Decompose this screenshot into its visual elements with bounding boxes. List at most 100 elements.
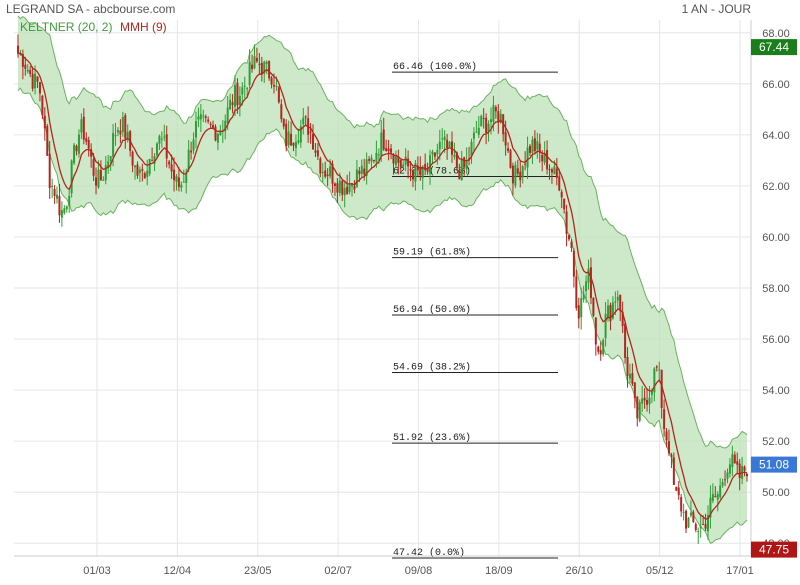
candle-body	[216, 133, 219, 143]
candle-body	[287, 131, 290, 146]
candle-body	[377, 154, 380, 156]
candle-body	[443, 136, 446, 141]
candle-body	[397, 156, 400, 163]
candle-body	[70, 160, 73, 194]
candle-body	[260, 62, 263, 75]
candle-body	[494, 106, 497, 112]
candle-body	[104, 165, 107, 181]
candle-body	[533, 138, 536, 152]
candle-body	[407, 158, 410, 167]
x-tick-label: 23/05	[244, 565, 272, 577]
candle-body	[746, 473, 748, 477]
candle-body	[134, 165, 137, 168]
candle-body	[460, 159, 463, 181]
candle-body	[519, 171, 522, 181]
candle-body	[589, 267, 592, 299]
candle-body	[419, 167, 422, 176]
candle-body	[560, 191, 563, 198]
x-tick-label: 09/08	[405, 565, 433, 577]
candle-body	[607, 305, 610, 318]
candle-body	[309, 131, 312, 133]
candle-body	[48, 153, 51, 189]
candle-body	[241, 87, 244, 95]
candle-body	[151, 160, 154, 162]
y-tick-label: 64.00	[762, 130, 790, 142]
y-tick-label: 54.00	[762, 385, 790, 397]
badge-low: 47.75	[759, 543, 789, 557]
candle-body	[653, 368, 656, 393]
price-badges: 67.44 51.08 47.75	[751, 39, 797, 558]
candle-body	[570, 241, 573, 248]
candle-body	[548, 169, 551, 171]
candle-body	[563, 198, 566, 210]
x-tick-label: 17/01	[726, 565, 754, 577]
candle-body	[546, 150, 549, 170]
candle-body	[297, 140, 300, 143]
candle-body	[472, 132, 475, 139]
candle-body	[353, 186, 356, 190]
candle-body	[558, 176, 561, 191]
candle-body	[85, 138, 88, 142]
candle-body	[31, 73, 34, 89]
candle-body	[212, 124, 215, 128]
candle-body	[17, 45, 19, 54]
candle-body	[616, 296, 619, 301]
candle-body	[524, 163, 527, 165]
candle-body	[706, 515, 709, 532]
candle-body	[509, 150, 512, 168]
candle-body	[170, 164, 173, 172]
candle-body	[538, 143, 541, 153]
candle-body	[233, 85, 236, 107]
candle-body	[565, 211, 568, 234]
candle-body	[143, 173, 146, 179]
candle-body	[314, 150, 317, 153]
candle-body	[411, 169, 414, 180]
candle-body	[487, 123, 490, 132]
badge-last: 51.08	[759, 458, 789, 472]
candle-body	[677, 487, 680, 496]
candle-body	[219, 131, 222, 135]
candle-body	[56, 194, 59, 199]
candle-body	[197, 116, 200, 120]
candle-body	[331, 164, 334, 184]
y-tick-label: 56.00	[762, 334, 790, 346]
candle-body	[455, 152, 458, 168]
candle-body	[43, 115, 46, 129]
candle-body	[368, 159, 371, 161]
candle-body	[175, 176, 178, 182]
candle-body	[341, 181, 344, 195]
candle-body	[585, 281, 588, 292]
candle-body	[146, 170, 149, 177]
keltner-upper-line	[17, 15, 748, 449]
candle-body	[187, 149, 190, 170]
mmh-line	[17, 52, 748, 520]
x-tick-label: 12/04	[164, 565, 192, 577]
candle-body	[238, 95, 241, 105]
candle-body	[699, 526, 702, 529]
candle-body	[68, 195, 71, 207]
candle-body	[516, 168, 519, 174]
candle-body	[704, 524, 707, 529]
candle-body	[633, 382, 636, 399]
candle-body	[431, 151, 434, 155]
candle-body	[543, 152, 546, 163]
candle-body	[102, 179, 105, 181]
candle-body	[194, 121, 197, 138]
candle-body	[641, 398, 644, 404]
candle-body	[312, 133, 315, 150]
candle-body	[363, 168, 366, 175]
candle-body	[550, 169, 553, 173]
candle-body	[63, 208, 66, 214]
candle-body	[577, 305, 580, 319]
candle-body	[112, 132, 115, 157]
candle-body	[624, 323, 627, 358]
candle-body	[719, 485, 722, 498]
y-tick-label: 62.00	[762, 181, 790, 193]
y-tick-label: 58.00	[762, 283, 790, 295]
candle-body	[97, 169, 100, 188]
candle-body	[224, 120, 227, 132]
candle-body	[594, 317, 597, 345]
candle-body	[255, 57, 258, 62]
candle-body	[667, 441, 670, 454]
candle-body	[265, 61, 268, 64]
